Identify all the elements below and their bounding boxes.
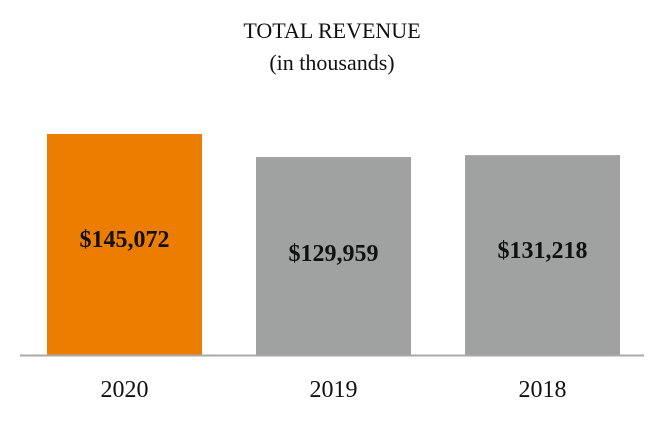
bar-value-label-2018: $131,218	[498, 238, 588, 264]
x-tick-2020: 2020	[101, 377, 149, 403]
bar-value-label-2020: $145,072	[80, 227, 170, 253]
bar-2018	[465, 155, 620, 355]
bar-2020	[47, 134, 202, 355]
x-tick-2019: 2019	[310, 377, 358, 403]
chart-title: TOTAL REVENUE	[243, 18, 420, 43]
bar-2019	[256, 157, 411, 355]
x-tick-labels: 2020 2019 2018	[101, 377, 567, 403]
bar-group	[47, 134, 620, 355]
x-tick-2018: 2018	[519, 377, 567, 403]
bar-value-label-2019: $129,959	[289, 241, 379, 267]
bar-value-labels: $145,072 $129,959 $131,218	[80, 227, 588, 267]
chart-subtitle: (in thousands)	[269, 50, 394, 75]
